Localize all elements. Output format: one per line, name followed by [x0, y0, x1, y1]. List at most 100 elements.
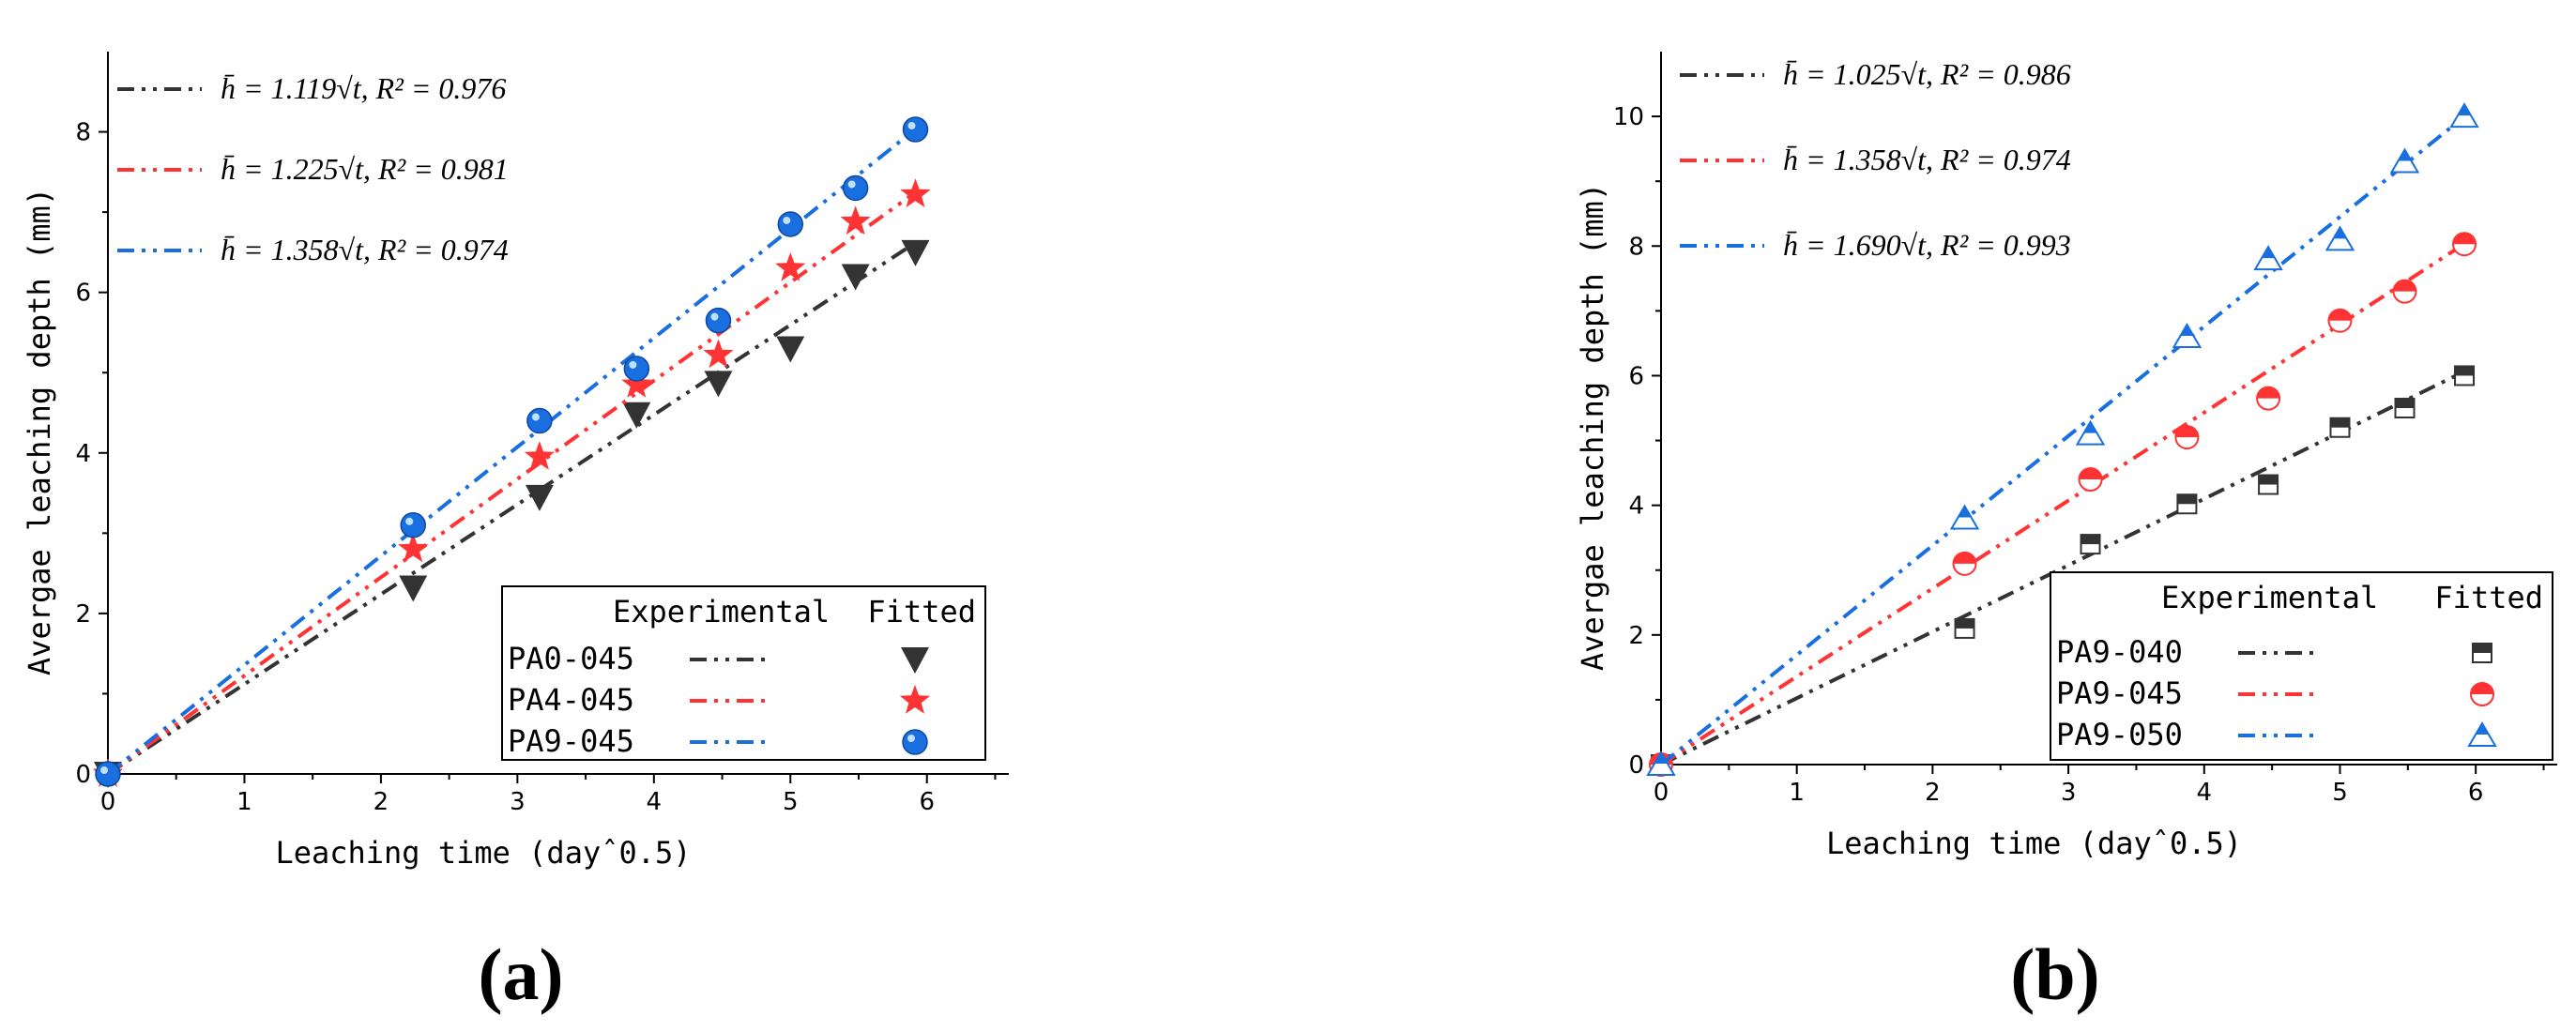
- data-point-PA9-045: [623, 356, 650, 382]
- x-axis-title: Leaching time (dayˆ0.5): [1826, 826, 2242, 861]
- fitted-line-PA9-040: [1660, 370, 2465, 766]
- data-point-PA4-045: [775, 252, 806, 281]
- data-point-PA9-050-body: [2173, 336, 2200, 347]
- legend-header-experimental: Experimental: [613, 594, 830, 629]
- legend-marker-PA9-050-fill: [2476, 723, 2489, 735]
- data-point-PA9-045-fill: [2328, 309, 2352, 321]
- data-point-PA4-045: [703, 339, 734, 369]
- equation-text: h̄ = 1.025√t, R² = 0.986: [1783, 57, 2071, 91]
- x-tick-label: 2: [1925, 779, 1941, 807]
- x-tick-label: 1: [1789, 779, 1805, 807]
- data-point-PA0-045: [704, 371, 733, 398]
- chart-panel-b: 0 1 2 3 4 5 6 0 2 4 6 8 10 Leaching time (dayˆ0.5) Ave…: [1575, 52, 2557, 1015]
- x-tick-label: 6: [919, 788, 935, 816]
- data-point-PA9-045-highlight: [531, 413, 540, 421]
- fitted-line-PA9-045: [106, 128, 917, 776]
- data-point-PA9-040-fill: [2177, 494, 2197, 505]
- data-point-PA0-045: [622, 402, 651, 429]
- x-tick-label: 5: [2332, 779, 2348, 807]
- x-tick-label: 0: [1654, 779, 1669, 807]
- legend-marker-PA9-045-highlight: [907, 735, 915, 742]
- legend-label-PA9-040: PA9-040: [2056, 634, 2183, 670]
- panel-label: (a): [479, 933, 564, 1015]
- data-point-PA9-050-fill: [2333, 227, 2347, 239]
- chart-panel-a: 0 1 2 3 4 5 6 0 2 4 6 8 Leaching time (dayˆ0.5) Averg…: [22, 52, 1009, 1015]
- data-point-PA4-045: [900, 178, 931, 207]
- data-point-PA9-045: [95, 761, 121, 787]
- equation-text: h̄ = 1.119√t, R² = 0.976: [221, 71, 506, 105]
- data-point-PA9-045: [777, 211, 804, 237]
- data-point-PA9-050-fill: [2458, 104, 2472, 116]
- data-point-PA9-050-body: [2392, 160, 2418, 172]
- legend-header-experimental: Experimental: [2161, 580, 2378, 615]
- x-tick-label: 1: [236, 788, 252, 816]
- y-tick-label: 8: [1628, 233, 1644, 261]
- data-point-PA9-040-fill: [2455, 366, 2475, 376]
- data-point-PA9-045-fill: [1953, 552, 1976, 564]
- legend-box: [501, 585, 986, 761]
- data-point-PA9-045-fill: [2453, 233, 2477, 245]
- legend-label-PA4-045: PA4-045: [508, 682, 634, 718]
- data-point-PA9-050: [2324, 225, 2355, 251]
- data-point-PA0-045: [841, 264, 870, 291]
- x-tick-label: 3: [510, 788, 526, 816]
- legend-box: [2050, 571, 2553, 761]
- x-tick-label: 5: [783, 788, 799, 816]
- equation-text: h̄ = 1.690√t, R² = 0.993: [1783, 228, 2071, 262]
- y-tick-label: 2: [75, 600, 91, 629]
- data-point-PA9-050-body: [2255, 258, 2281, 269]
- data-point-PA9-050-fill: [1958, 506, 1972, 518]
- data-point-PA9-050-fill: [1654, 752, 1668, 764]
- data-point-PA9-040-fill: [2330, 417, 2350, 428]
- data-point-PA9-045-highlight: [405, 517, 414, 525]
- equation-text: h̄ = 1.225√t, R² = 0.981: [221, 152, 509, 186]
- legend-marker-PA0-045: [901, 647, 929, 674]
- fitted-line-PA9-050: [1659, 114, 2466, 766]
- fitted-line-PA9-045: [1659, 242, 2466, 766]
- data-point-PA9-040-fill: [1955, 618, 1974, 629]
- x-axis-title: Leaching time (dayˆ0.5): [275, 835, 691, 871]
- legend-label-PA9-050: PA9-050: [2056, 717, 2183, 752]
- data-point-PA9-050-body: [2078, 433, 2104, 445]
- data-point-PA9-045-highlight: [710, 312, 719, 321]
- data-point-PA4-045: [398, 533, 429, 563]
- data-point-PA9-045-fill: [2079, 468, 2102, 479]
- data-point-PA9-050-fill: [2262, 247, 2276, 259]
- data-point-PA9-050-body: [2451, 115, 2477, 127]
- legend-label-PA9-045: PA9-045: [508, 723, 634, 759]
- y-tick-label: 0: [1628, 751, 1644, 780]
- x-tick-label: 2: [373, 788, 389, 816]
- data-point-PA9-050-fill: [2180, 325, 2194, 336]
- data-point-PA4-045: [621, 369, 652, 398]
- x-tick-label: 4: [647, 788, 663, 816]
- legend-header-fitted: Fitted: [867, 594, 976, 629]
- y-tick-label: 6: [75, 280, 91, 308]
- data-point-PA0-045: [525, 484, 554, 511]
- x-tick-label: 6: [2468, 779, 2484, 807]
- legend-label-PA9-045: PA9-045: [2056, 675, 2183, 711]
- data-point-PA9-045-fill: [2175, 426, 2199, 438]
- y-tick-label: 6: [1628, 362, 1644, 390]
- data-point-PA9-045: [526, 407, 553, 434]
- data-point-PA9-050-fill: [2398, 149, 2412, 161]
- y-tick-label: 4: [75, 440, 91, 468]
- data-point-PA4-045: [524, 441, 556, 470]
- equation-text: h̄ = 1.358√t, R² = 0.974: [221, 233, 509, 266]
- data-point-PA9-050-fill: [2083, 421, 2097, 433]
- data-point-PA0-045: [901, 239, 930, 266]
- data-point-PA9-040-fill: [2259, 475, 2279, 485]
- data-point-PA9-050-body: [2326, 238, 2353, 250]
- data-point-PA9-045-highlight: [783, 216, 791, 224]
- legend-marker-PA9-045-fill: [2471, 683, 2493, 694]
- x-tick-label: 0: [100, 788, 116, 816]
- data-point-PA9-045-fill: [2393, 280, 2416, 292]
- data-point-PA9-045: [902, 116, 929, 143]
- data-point-PA9-040-fill: [2081, 535, 2100, 545]
- data-point-PA9-045: [842, 174, 869, 202]
- data-point-PA9-045-highlight: [847, 180, 856, 189]
- y-axis-title: Avergae leaching depth (mm): [22, 188, 57, 675]
- panel-label: (b): [2010, 933, 2099, 1015]
- y-tick-label: 4: [1628, 493, 1644, 521]
- x-tick-label: 4: [2197, 779, 2213, 807]
- data-point-PA9-045: [705, 307, 732, 334]
